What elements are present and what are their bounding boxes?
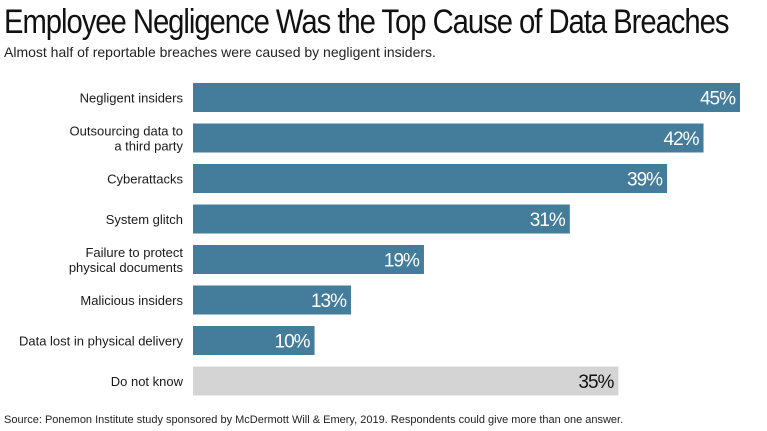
value-label-negligent-insiders: 45% — [700, 89, 736, 110]
category-label-negligent-insiders: Negligent insiders — [80, 91, 184, 106]
bar-negligent-insiders — [193, 83, 740, 112]
category-label-malicious-insiders: Malicious insiders — [80, 293, 183, 308]
category-label-line: physical documents — [69, 260, 184, 275]
category-label-line: Failure to protect — [85, 245, 183, 260]
value-label-malicious-insiders: 13% — [311, 291, 347, 312]
category-label-line: Malicious insiders — [80, 293, 183, 308]
chart-source-note: Source: Ponemon Institute study sponsore… — [4, 414, 624, 426]
value-label-cyberattacks: 39% — [627, 170, 663, 191]
bar-do-not-know — [193, 366, 619, 396]
category-label-do-not-know: Do not know — [111, 374, 184, 389]
bar-system-glitch — [193, 204, 570, 234]
category-label-line: a third party — [114, 139, 183, 154]
chart-subtitle: Almost half of reportable breaches were … — [4, 44, 436, 60]
category-label-line: Cyberattacks — [107, 172, 183, 187]
value-label-failure-to-protect-physical-documents: 19% — [384, 251, 420, 272]
bar-chart: Negligent insiders 45% Outsourcing data to… — [19, 83, 740, 396]
category-label-failure-to-protect-physical-documents: Failure to protect physical documents — [69, 245, 184, 275]
bar-data-lost-in-physical-delivery — [193, 326, 315, 355]
bar-failure-to-protect-physical-documents — [193, 245, 424, 274]
bar-cyberattacks — [193, 164, 668, 193]
category-label-line: System glitch — [106, 212, 183, 227]
category-label-data-lost-in-physical-delivery: Data lost in physical delivery — [19, 334, 184, 349]
category-label-line: Outsourcing data to — [70, 124, 183, 139]
category-label-line: Data lost in physical delivery — [19, 334, 184, 349]
value-label-do-not-know: 35% — [578, 372, 614, 393]
value-label-outsourcing-data-to-a-third-party: 42% — [664, 129, 700, 150]
category-label-line: Negligent insiders — [80, 91, 184, 106]
chart-title: Employee Negligence Was the Top Cause of… — [4, 3, 729, 41]
value-label-data-lost-in-physical-delivery: 10% — [275, 332, 311, 353]
value-label-system-glitch: 31% — [530, 210, 566, 231]
bar-outsourcing-data-to-a-third-party — [193, 123, 704, 153]
category-label-system-glitch: System glitch — [106, 212, 183, 227]
category-label-line: Do not know — [111, 374, 184, 389]
category-label-cyberattacks: Cyberattacks — [107, 172, 183, 187]
category-label-outsourcing-data-to-a-third-party: Outsourcing data to a third party — [70, 124, 184, 154]
bar-malicious-insiders — [193, 285, 352, 315]
